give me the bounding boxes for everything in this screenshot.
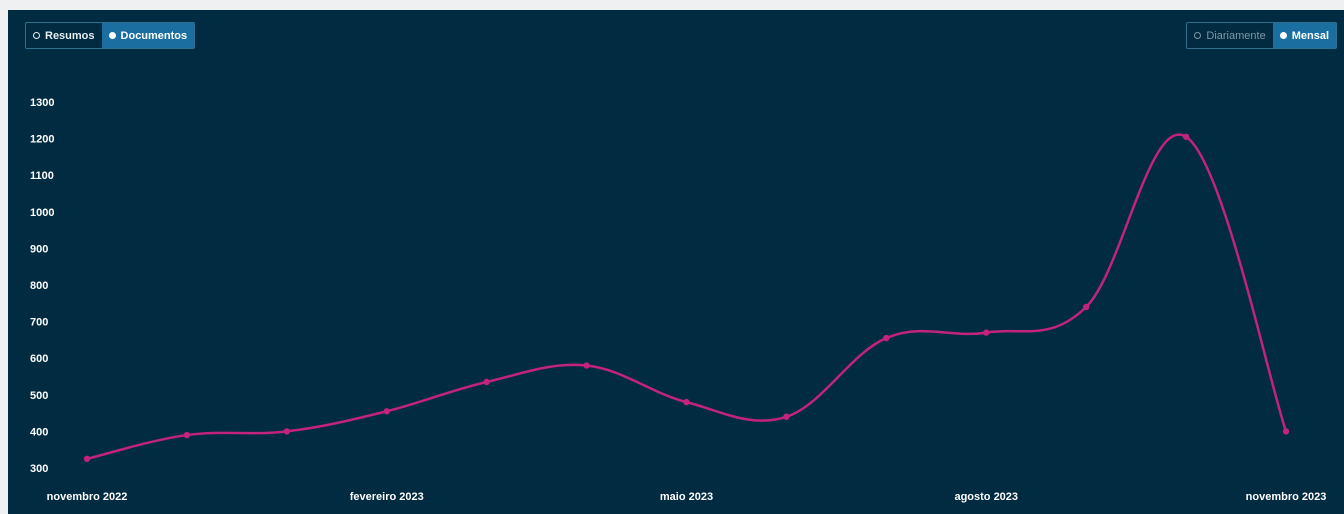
radio-icon — [33, 32, 40, 39]
data-point[interactable] — [1082, 303, 1090, 311]
toggle-diariamente[interactable]: Diariamente — [1187, 23, 1272, 48]
x-axis-ticks: novembro 2022 fevereiro 2023 maio 2023 agos… — [47, 491, 1327, 503]
y-tick-label: 300 — [30, 463, 48, 475]
data-point[interactable] — [383, 408, 390, 415]
y-tick-label: 900 — [30, 243, 48, 255]
data-point[interactable] — [883, 334, 890, 342]
y-axis-ticks: 300 400 500 600 700 800 900 1000 1100 1200 1300 — [30, 97, 54, 475]
x-tick-label: fevereiro 2023 — [350, 491, 424, 503]
data-type-toggle: Resumos Documentos — [25, 22, 196, 49]
y-tick-label: 500 — [30, 390, 48, 402]
data-point[interactable] — [1182, 133, 1190, 140]
toggle-documentos[interactable]: Documentos — [101, 23, 195, 48]
data-point[interactable] — [83, 455, 91, 463]
data-point[interactable] — [683, 398, 690, 406]
radio-icon — [1279, 32, 1287, 39]
y-tick-label: 600 — [30, 353, 48, 365]
x-tick-label: novembro 2023 — [1246, 491, 1327, 503]
data-point[interactable] — [1282, 428, 1290, 435]
data-point[interactable] — [283, 428, 291, 435]
y-tick-label: 400 — [30, 426, 48, 438]
chart-panel: Resumos Documentos Diariamente Mensal 30… — [8, 10, 1344, 514]
data-point[interactable] — [983, 329, 990, 336]
toggle-resumos-label: Resumos — [45, 29, 95, 42]
toggle-mensal[interactable]: Mensal — [1272, 23, 1336, 48]
series-line — [86, 133, 1288, 461]
toggle-resumos[interactable]: Resumos — [26, 23, 102, 48]
y-tick-label: 700 — [30, 317, 48, 329]
toggle-documentos-label: Documentos — [120, 29, 188, 42]
toggle-mensal-label: Mensal — [1291, 29, 1329, 42]
data-points — [83, 133, 1290, 463]
data-point[interactable] — [183, 431, 191, 439]
line-chart: 300 400 500 600 700 800 900 1000 1100 1200 1300 no… — [30, 97, 1327, 503]
radio-icon — [1194, 32, 1202, 39]
y-tick-label: 800 — [30, 280, 48, 292]
data-point[interactable] — [583, 362, 590, 369]
data-point[interactable] — [783, 413, 790, 420]
toggle-diariamente-label: Diariamente — [1206, 29, 1266, 42]
period-toggle: Diariamente Mensal — [1186, 22, 1337, 49]
y-tick-label: 1000 — [30, 207, 54, 219]
x-tick-label: agosto 2023 — [954, 491, 1018, 503]
radio-icon — [108, 32, 116, 39]
y-tick-label: 1100 — [30, 170, 54, 182]
y-tick-label: 1200 — [30, 134, 54, 146]
x-tick-label: maio 2023 — [660, 491, 713, 503]
y-tick-label: 1300 — [30, 97, 54, 109]
data-point[interactable] — [483, 378, 490, 386]
x-tick-label: novembro 2022 — [47, 491, 128, 503]
